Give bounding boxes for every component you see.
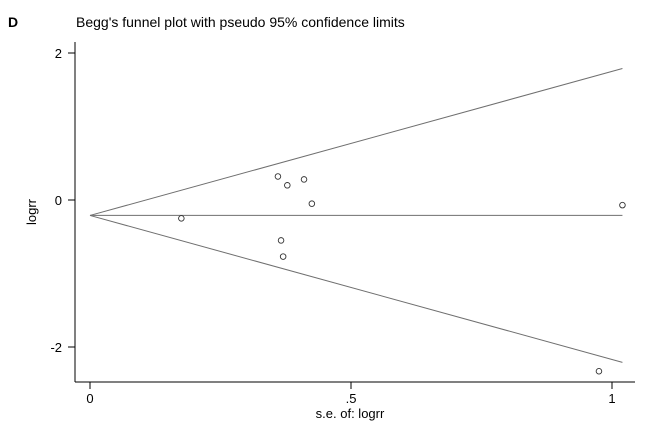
y-tick-label: -2 [50,340,62,355]
y-tick-label: 2 [55,46,62,61]
study-point [300,176,308,183]
x-axis: 0 .5 1 s.e. of: logrr [75,381,635,421]
x-tick-label: 0 [86,391,93,406]
study-point [308,200,316,207]
study-point [619,201,626,209]
study-points [178,173,626,375]
study-point [274,173,282,180]
y-tick-label: 0 [55,193,62,208]
study-point [178,215,185,222]
upper-confidence-limit-line [89,68,623,216]
study-point [277,237,285,244]
lower-confidence-limit-line [89,214,623,363]
funnel-lines [89,68,623,363]
y-axis-title: logrr [24,198,39,225]
y-axis: 2 0 -2 logrr [24,42,76,382]
chart-title: Begg's funnel plot with pseudo 95% confi… [76,14,405,30]
panel-label: D [8,14,18,30]
study-point [595,368,603,375]
study-point [279,253,287,260]
x-tick-label: .5 [346,391,357,406]
x-tick-label: 1 [608,391,615,406]
study-point [284,182,291,189]
x-axis-title: s.e. of: logrr [316,406,385,421]
